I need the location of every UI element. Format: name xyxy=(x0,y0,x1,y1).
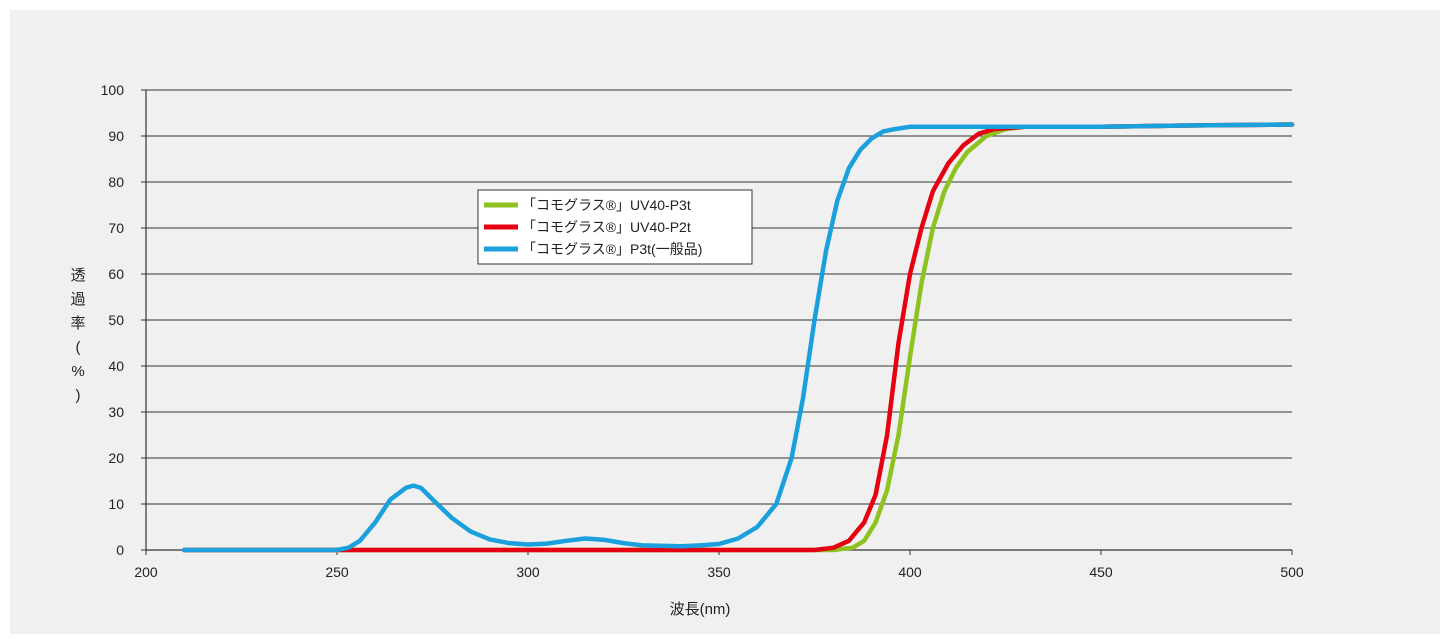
grid-lines xyxy=(146,89,1292,505)
x-tick-label: 200 xyxy=(134,564,158,580)
x-tick-label: 250 xyxy=(325,564,349,580)
y-tick-label: 40 xyxy=(108,358,124,374)
x-tick-label: 350 xyxy=(707,564,731,580)
y-tick-label: 30 xyxy=(108,404,124,420)
chart-panel: 0 10 20 30 40 50 60 70 80 90 100 200 250 300 350 400 450… xyxy=(10,10,1440,634)
y-axis-title-char: 透 xyxy=(70,267,85,284)
y-tick-label: 10 xyxy=(108,496,124,512)
x-tick-label: 450 xyxy=(1089,564,1113,580)
x-tick-label: 300 xyxy=(516,564,540,580)
y-axis-title: 透過率 (%) xyxy=(70,267,85,404)
x-tick-label: 400 xyxy=(898,564,922,580)
legend-box xyxy=(477,189,753,265)
data-series xyxy=(181,122,1295,553)
x-tick-label: 500 xyxy=(1280,564,1304,580)
axes xyxy=(141,89,1293,555)
series-line-3 xyxy=(181,122,1295,553)
x-axis-title: 波長(nm) xyxy=(670,601,731,618)
y-tick-label: 20 xyxy=(108,450,124,466)
y-axis-title-char: % xyxy=(71,363,84,380)
series-line-2 xyxy=(181,122,1295,553)
y-tick-label: 60 xyxy=(108,266,124,282)
tick-labels: 0 10 20 30 40 50 60 70 80 90 100 200 250 300 350 400 450… xyxy=(101,82,1304,580)
y-tick-label: 70 xyxy=(108,220,124,236)
y-tick-label: 50 xyxy=(108,312,124,328)
y-axis-title-char: ( xyxy=(76,339,81,356)
series-line-1 xyxy=(181,122,1295,553)
y-tick-label: 80 xyxy=(108,174,124,190)
y-tick-label: 0 xyxy=(116,542,124,558)
y-axis-title-char: 過 xyxy=(70,291,85,308)
y-axis-title-char: ) xyxy=(76,387,81,404)
legend-label: 「コモグラス®」UV40-P2t xyxy=(522,219,691,235)
y-tick-label: 90 xyxy=(108,128,124,144)
legend-label: 「コモグラス®」P3t(一般品) xyxy=(522,241,702,257)
legend-label: 「コモグラス®」UV40-P3t xyxy=(522,197,691,213)
y-axis-title-char: 率 xyxy=(70,315,85,332)
legend: 「コモグラス®」UV40-P3t 「コモグラス®」UV40-P2t 「コモグラス®」… xyxy=(477,189,753,265)
chart: 0 10 20 30 40 50 60 70 80 90 100 200 250 300 350 400 450… xyxy=(70,82,1304,618)
y-tick-label: 100 xyxy=(101,82,125,98)
